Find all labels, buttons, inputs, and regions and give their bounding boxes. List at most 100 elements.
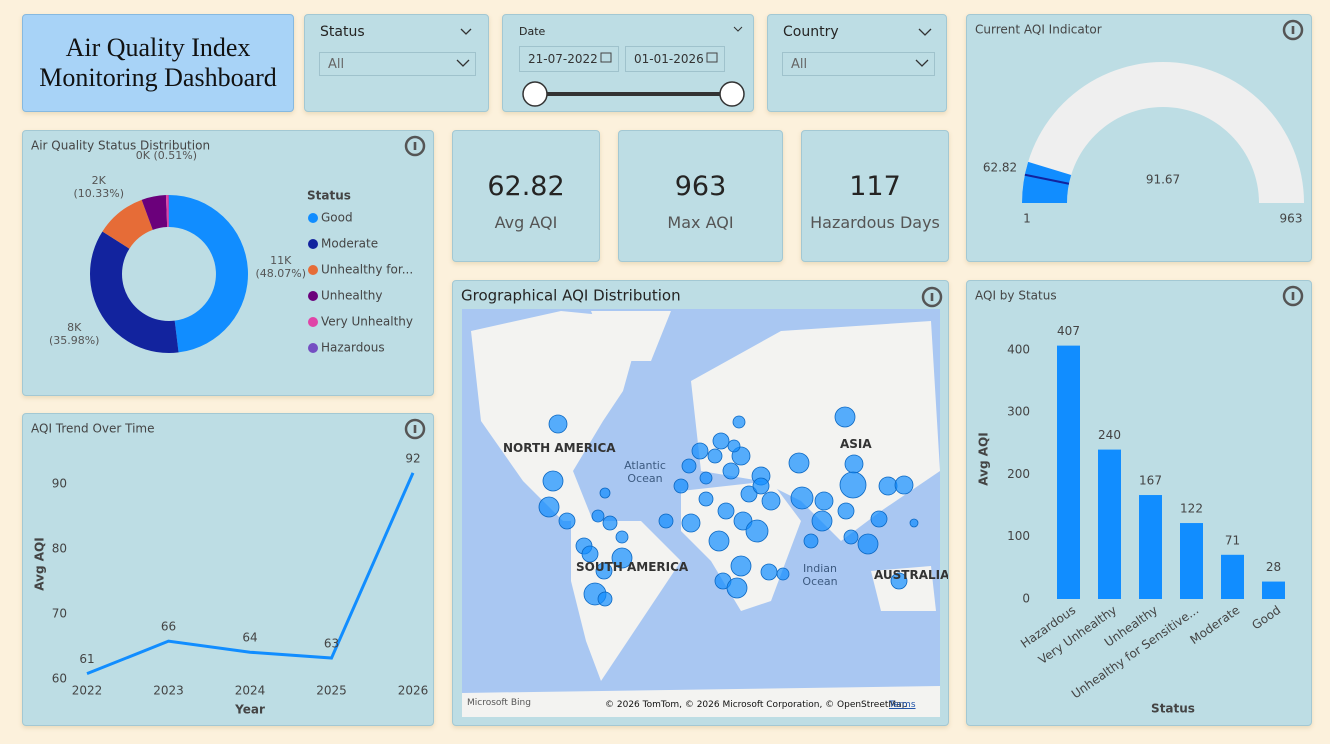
chart: AQI Trend Over Time 60 70 80 90 2022 2023 2024 2… [31, 418, 428, 717]
slicer-dropdown[interactable]: All [782, 52, 935, 76]
map-bubble [740, 485, 758, 503]
panel-title: Current AQI Indicator [975, 23, 1102, 37]
date-slicer[interactable]: Date 21-07-2022 01-01-2026 [502, 14, 754, 112]
map-bubble [839, 471, 867, 499]
map-label: ASIA [840, 437, 872, 451]
map-bubble [591, 509, 605, 523]
donut-slice [89, 231, 179, 354]
map-bubble [722, 462, 740, 480]
gauge-value: 91.67 [1146, 173, 1180, 187]
x-tick-label: Good [1249, 603, 1283, 633]
title-card: Air Quality Index Monitoring Dashboard [22, 14, 294, 112]
map-bubble [752, 477, 770, 495]
gauge-target-label: 62.82 [983, 161, 1017, 175]
map-bubble [673, 478, 689, 494]
map-bubble [602, 515, 618, 531]
map-bubble [870, 510, 888, 528]
line [86, 472, 415, 676]
data-label: 64 [242, 631, 257, 645]
data-label: 8K (35.98%) [48, 320, 100, 347]
map-bubble [558, 512, 576, 530]
chart: Current AQI Indicator 91.67 1 963 62.82 [975, 19, 1304, 226]
data-label: 63 [324, 637, 339, 651]
y-tick-label: 200 [1007, 467, 1030, 481]
slicer-icons [915, 28, 932, 67]
info-icon [930, 293, 934, 301]
legend-label: Moderate [321, 237, 378, 251]
map-bubble [538, 496, 560, 518]
map-bubble [726, 577, 748, 599]
map-bubble [788, 452, 810, 474]
y-tick-label: 100 [1007, 529, 1030, 543]
kpi-label: Max AQI [667, 213, 734, 232]
map-bubble [834, 406, 856, 428]
map-bubble [597, 591, 613, 607]
panel-title: AQI by Status [975, 289, 1057, 303]
donut-slice [102, 199, 153, 249]
y-tick-label: 400 [1007, 342, 1030, 356]
land [691, 321, 940, 541]
donut-slice [141, 195, 168, 230]
legend-swatch [308, 265, 318, 275]
legend-label: Good [321, 211, 353, 225]
data-label: 61 [79, 652, 94, 666]
end-date[interactable]: 01-01-2026 [625, 46, 725, 72]
map-bubble [681, 458, 697, 474]
data-label: 122 [1180, 502, 1203, 516]
map-label: © 2026 TomTom, © 2026 Microsoft Corporat… [605, 700, 908, 710]
map-bubble [837, 502, 855, 520]
kpi-value: 117 [849, 171, 901, 202]
gauge-max: 963 [1280, 212, 1303, 226]
slicer-label: Country [783, 24, 839, 40]
y-tick-label: 80 [52, 541, 67, 555]
x-tick-label: 2023 [153, 684, 184, 698]
info-icon [404, 418, 426, 440]
panel-title: Air Quality Status Distribution [31, 139, 210, 153]
info-icon [1282, 285, 1304, 307]
country-slicer[interactable]: Country All [767, 14, 947, 112]
donut-slice [169, 195, 249, 353]
slicer-icons [456, 28, 472, 67]
map-bubble [760, 563, 778, 581]
legend-swatch [308, 291, 318, 301]
kpi-label: Hazardous Days [810, 213, 940, 232]
data-label: 92 [405, 451, 420, 465]
bar [1139, 495, 1162, 599]
legend-swatch [308, 239, 318, 249]
donut-slice [165, 195, 169, 228]
data-label: 66 [161, 620, 176, 634]
map-bubble [581, 545, 599, 563]
start-date[interactable]: 21-07-2022 [519, 46, 619, 72]
map-label: Atlantic Ocean [624, 459, 666, 485]
map-bubble [707, 448, 723, 464]
map-bubble [542, 470, 564, 492]
kpi-card: 117 Hazardous Days [801, 130, 949, 262]
bar-panel: AQI by Status 0 100 200 300 400 407 Hazardous 24… [966, 280, 1312, 726]
map-bubble [776, 567, 790, 581]
kpi-value: 963 [674, 171, 727, 202]
gauge-panel: Current AQI Indicator 91.67 1 963 62.82 [966, 14, 1312, 262]
land [871, 566, 936, 611]
legend-swatch [308, 317, 318, 327]
data-label: 240 [1098, 428, 1121, 442]
map-bubble [615, 530, 629, 544]
status-slicer[interactable]: Status All [304, 14, 489, 112]
gauge-min: 1 [1023, 212, 1031, 226]
info-icon [404, 135, 426, 157]
dashboard-title: Air Quality Index Monitoring Dashboard [39, 33, 277, 92]
map-label: Indian Ocean [802, 562, 838, 588]
map-label: NORTH AMERICA [503, 441, 616, 455]
donut-slice [168, 194, 169, 227]
map-bubble [790, 486, 814, 510]
gauge-track [1022, 62, 1304, 203]
bar [1098, 449, 1121, 599]
gauge-target [1024, 173, 1070, 185]
kpi-card: 62.82 Avg AQI [452, 130, 600, 262]
slicer-dropdown[interactable]: All [319, 52, 476, 76]
map-bubble [730, 555, 752, 577]
donut-panel: Air Quality Status Distribution Status Goo… [22, 130, 434, 396]
legend-label: Hazardous [321, 341, 385, 355]
map[interactable]: Grographical AQI Distribution [453, 281, 949, 726]
map-bubble [890, 572, 908, 590]
